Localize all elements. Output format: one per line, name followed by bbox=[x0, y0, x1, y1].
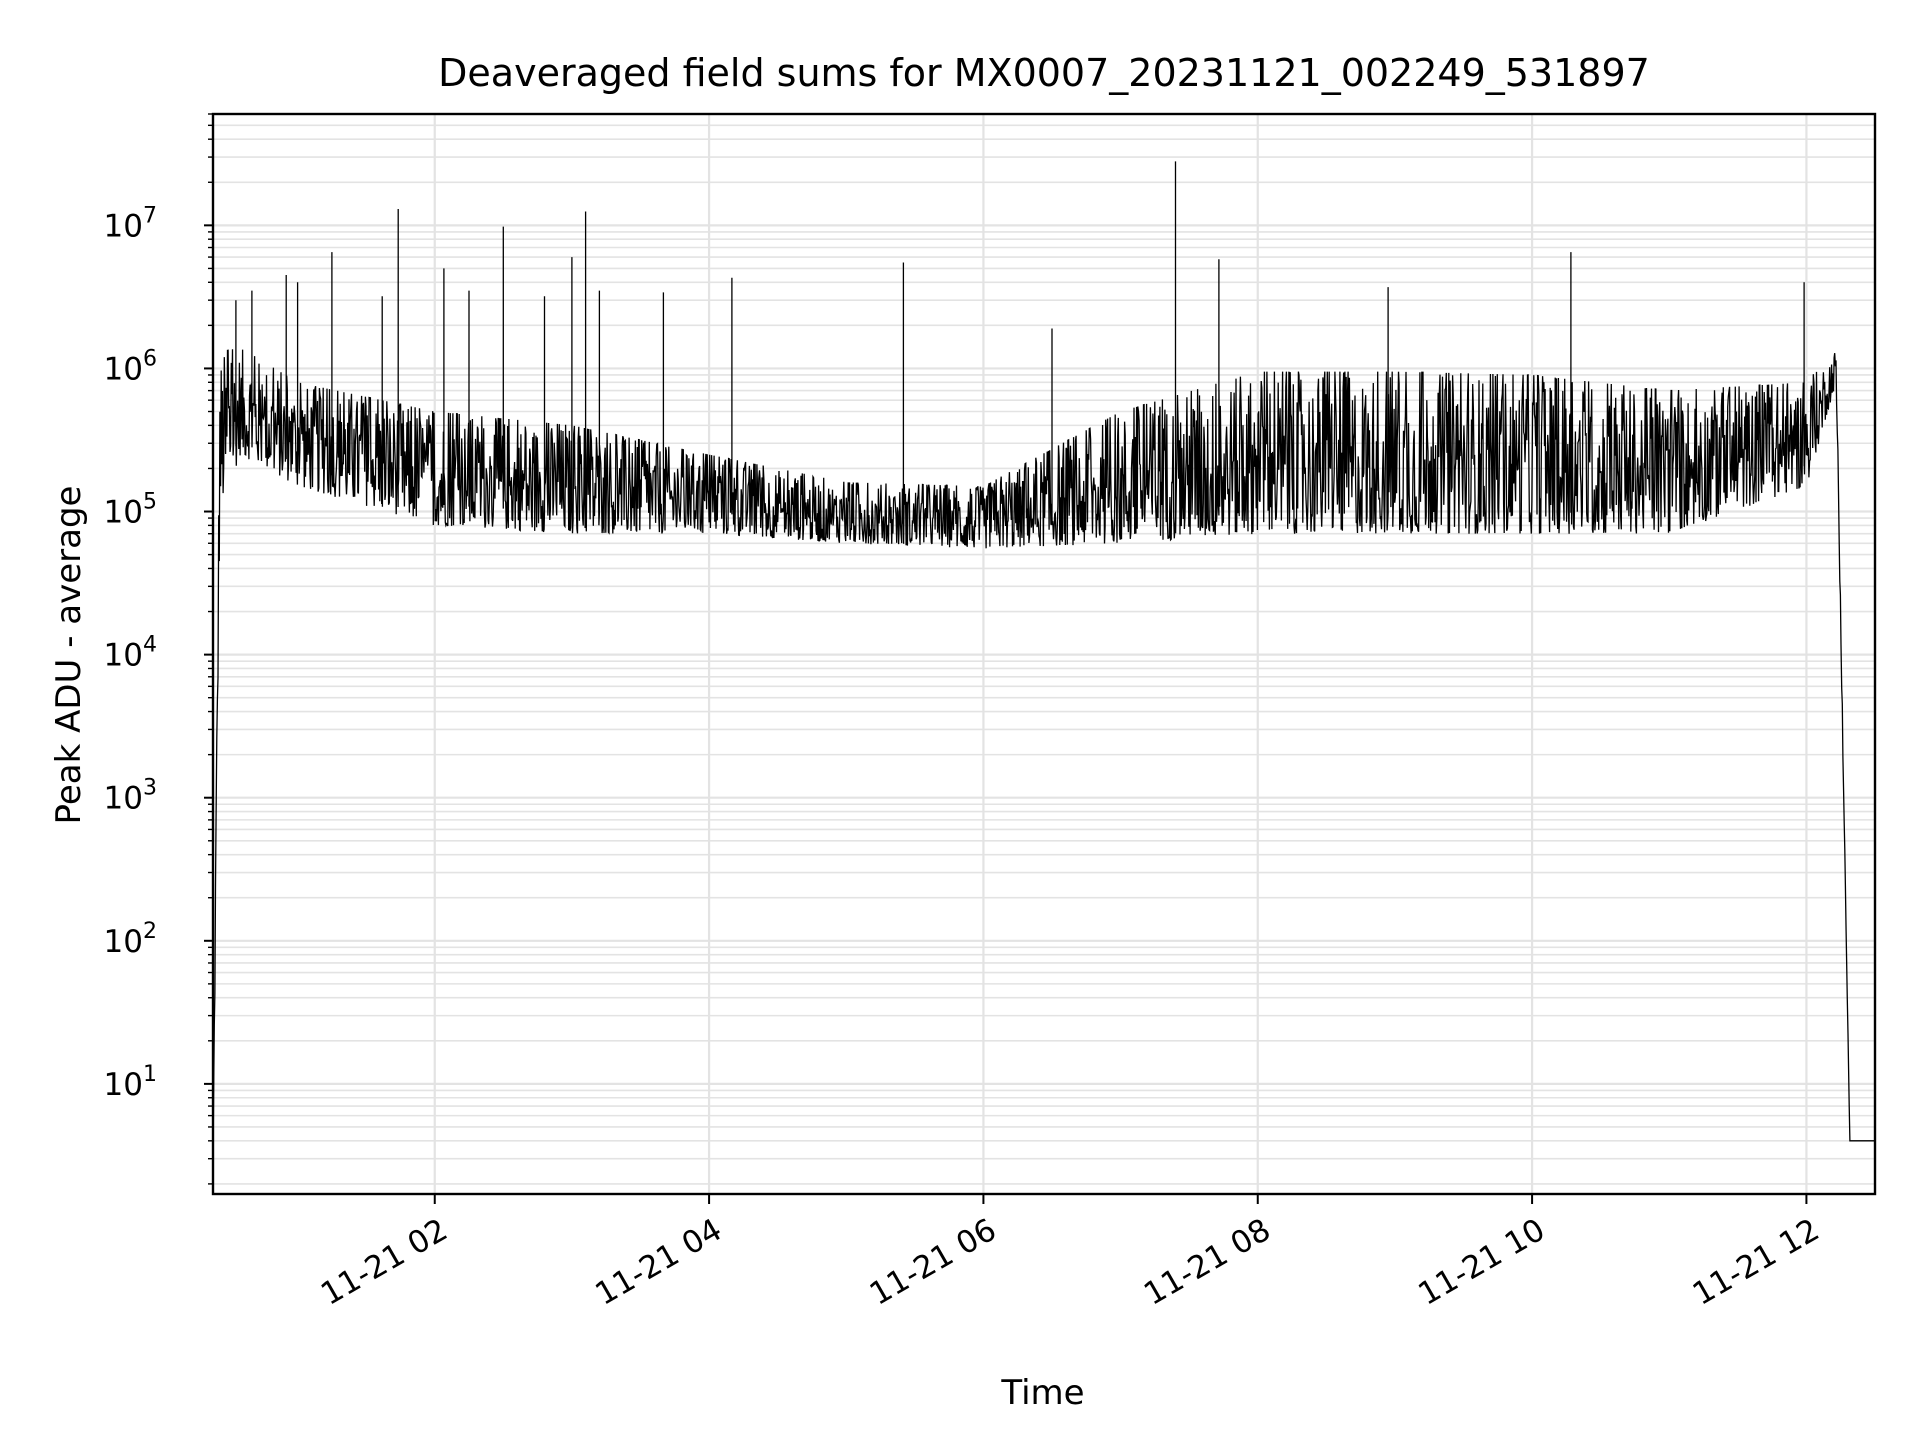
y-tick-label: 106 bbox=[104, 346, 157, 387]
y-tick-label: 102 bbox=[104, 919, 157, 960]
chart-title: Deaveraged field sums for MX0007_2023112… bbox=[438, 51, 1650, 95]
y-tick-base: 10 bbox=[104, 638, 143, 674]
y-tick-label: 105 bbox=[104, 490, 157, 531]
y-tick-exponent: 2 bbox=[143, 919, 157, 944]
series-line bbox=[212, 161, 1875, 1162]
y-tick-base: 10 bbox=[104, 495, 143, 531]
grid-lines bbox=[213, 113, 1875, 1194]
y-tick-label: 104 bbox=[104, 633, 157, 674]
y-tick-base: 10 bbox=[104, 924, 143, 960]
y-tick-exponent: 6 bbox=[143, 346, 157, 371]
y-tick-label: 107 bbox=[104, 203, 157, 244]
y-axis-label: Peak ADU - average bbox=[49, 486, 89, 825]
y-tick-label: 103 bbox=[104, 776, 157, 817]
y-tick-base: 10 bbox=[104, 1067, 143, 1103]
y-tick-base: 10 bbox=[104, 208, 143, 244]
plot-axes bbox=[204, 112, 1877, 1204]
y-tick-exponent: 7 bbox=[143, 203, 157, 228]
y-tick-label: 101 bbox=[104, 1062, 157, 1103]
y-tick-base: 10 bbox=[104, 351, 143, 387]
x-axis-label: Time bbox=[1000, 1373, 1084, 1413]
y-tick-exponent: 3 bbox=[143, 776, 157, 801]
y-tick-base: 10 bbox=[104, 781, 143, 817]
data-series-line bbox=[212, 161, 1875, 1162]
y-tick-exponent: 4 bbox=[143, 633, 157, 658]
plot-frame bbox=[211, 112, 1877, 1196]
y-tick-exponent: 1 bbox=[143, 1062, 157, 1087]
y-tick-exponent: 5 bbox=[143, 490, 157, 515]
